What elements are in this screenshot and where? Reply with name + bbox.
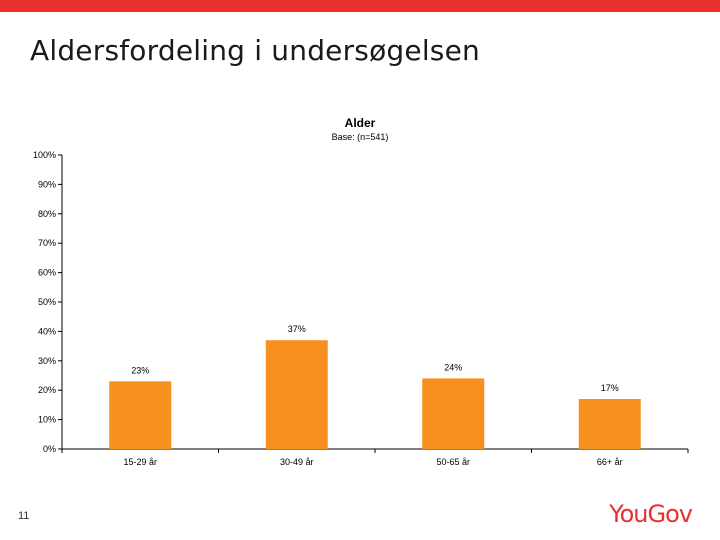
chart-subtitle: Base: (n=541) bbox=[331, 132, 389, 142]
y-tick-label: 70% bbox=[38, 238, 56, 248]
y-tick-label: 0% bbox=[43, 444, 56, 454]
x-tick-label: 15-29 år bbox=[123, 457, 157, 467]
bar bbox=[578, 399, 641, 449]
bar bbox=[422, 378, 485, 449]
x-tick-label: 30-49 år bbox=[280, 457, 314, 467]
y-tick-label: 40% bbox=[38, 326, 56, 336]
y-tick-label: 80% bbox=[38, 209, 56, 219]
data-label: 17% bbox=[601, 383, 619, 393]
y-tick-label: 20% bbox=[38, 385, 56, 395]
data-label: 24% bbox=[444, 362, 462, 372]
slide-title: Aldersfordeling i undersøgelsen bbox=[30, 34, 480, 67]
y-tick-label: 90% bbox=[38, 179, 56, 189]
y-tick-label: 100% bbox=[33, 150, 56, 160]
y-tick-label: 50% bbox=[38, 297, 56, 307]
bar bbox=[109, 381, 172, 449]
chart-title: Alder bbox=[344, 116, 376, 130]
x-tick-label: 50-65 år bbox=[436, 457, 470, 467]
data-label: 23% bbox=[131, 365, 149, 375]
yougov-logo: YouGov bbox=[609, 500, 693, 528]
page-number: 11 bbox=[18, 510, 30, 522]
y-tick-label: 10% bbox=[38, 415, 56, 425]
data-label: 37% bbox=[288, 324, 306, 334]
y-tick-label: 60% bbox=[38, 268, 56, 278]
x-tick-label: 66+ år bbox=[597, 457, 623, 467]
top-accent-bar bbox=[0, 0, 720, 12]
bar bbox=[265, 340, 328, 449]
y-tick-label: 30% bbox=[38, 356, 56, 366]
